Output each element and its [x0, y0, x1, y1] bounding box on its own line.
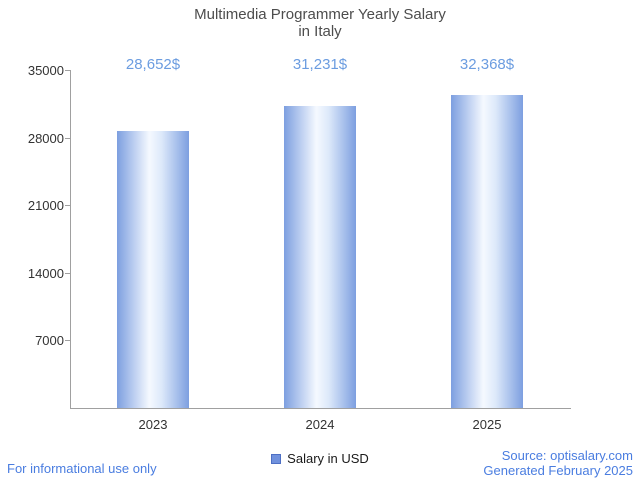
informational-note: For informational use only [7, 461, 157, 476]
legend-label: Salary in USD [287, 451, 369, 466]
source-link[interactable]: Source: optisalary.com [501, 448, 633, 463]
y-axis-tick-mark [65, 138, 70, 139]
x-axis-label: 2025 [472, 417, 502, 432]
bar-value-label: 32,368$ [459, 56, 515, 73]
y-axis-tick-mark [65, 273, 70, 274]
y-axis-tick-label: 14000 [27, 265, 64, 281]
chart-title: Multimedia Programmer Yearly Salary in I… [0, 6, 640, 40]
legend-swatch-icon [271, 453, 282, 464]
chart-title-line2: in Italy [298, 23, 342, 40]
bar-2024 [284, 106, 356, 408]
chart-legend: Salary in USD [0, 451, 640, 466]
bar-2023 [117, 131, 189, 408]
y-axis-tick-mark [65, 205, 70, 206]
bar-value-label: 28,652$ [125, 56, 181, 73]
bar-value-label: 31,231$ [292, 56, 348, 73]
y-axis-tick-label: 7000 [35, 333, 64, 349]
plot-area [70, 70, 571, 409]
y-axis-tick-label: 35000 [27, 63, 64, 78]
y-axis-tick-mark [65, 70, 70, 71]
y-axis-tick-label: 21000 [27, 198, 64, 214]
bar-2025 [451, 95, 523, 408]
generated-date: Generated February 2025 [483, 463, 633, 478]
chart-title-line1: Multimedia Programmer Yearly Salary [194, 6, 446, 23]
x-axis-label: 2023 [138, 417, 168, 432]
x-axis-label: 2024 [305, 417, 335, 432]
y-axis-tick-label: 28000 [27, 130, 64, 146]
y-axis-tick-mark [65, 340, 70, 341]
source-block: Source: optisalary.com Generated Februar… [483, 448, 633, 478]
